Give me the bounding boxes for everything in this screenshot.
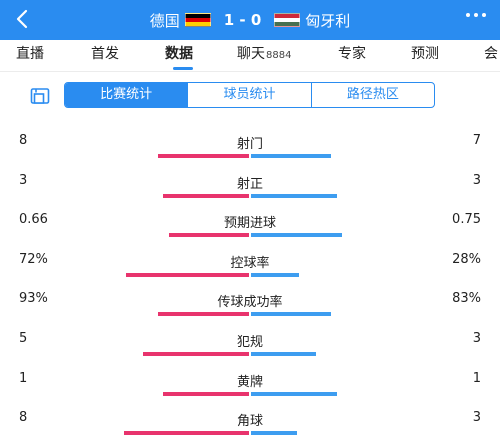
home-stat-value: 8	[19, 410, 28, 426]
tab-lineup[interactable]: 首发	[91, 46, 119, 62]
home-stat-value: 93%	[19, 291, 48, 307]
stat-name: 射正	[236, 176, 263, 192]
away-stat-value: 3	[472, 172, 481, 188]
away-stat-value: 7	[472, 133, 481, 148]
home-stat-bar	[158, 312, 249, 317]
stat-row: 72% 控球率 28%	[0, 252, 500, 282]
home-stat-value: 1	[19, 370, 28, 386]
away-team-name: 匈牙利	[305, 11, 351, 30]
home-stat-bar	[163, 193, 249, 198]
home-stat-bar	[158, 154, 249, 158]
home-stat-bar	[169, 233, 249, 238]
stat-name: 控球率	[230, 255, 270, 271]
home-stat-value: 3	[19, 172, 28, 188]
tab-more[interactable]: 会	[484, 46, 498, 62]
segment-player-stats[interactable]: 球员统计	[188, 83, 312, 107]
tab-bar: 直播 首发 数据 聊天8884 专家 预测 会	[0, 40, 500, 72]
away-stat-bar	[251, 233, 342, 238]
stat-name: 传球成功率	[217, 295, 283, 311]
tab-expert[interactable]: 专家	[338, 46, 366, 62]
back-arrow-icon[interactable]	[10, 6, 36, 32]
hungary-flag-icon	[274, 13, 301, 27]
stat-name: 射门	[236, 137, 263, 152]
stat-name: 角球	[236, 414, 263, 430]
away-stat-bar	[251, 272, 299, 277]
tab-chat[interactable]: 聊天8884	[237, 46, 292, 62]
home-stat-bar	[126, 272, 249, 277]
tab-prediction[interactable]: 预测	[411, 46, 439, 62]
away-stat-bar	[251, 431, 297, 436]
top-bar: 德国 1 - 0 匈牙利	[0, 0, 500, 40]
home-stat-value: 8	[19, 133, 28, 148]
stat-row: 1 黄牌 1	[0, 371, 500, 401]
stats-segmented-control: 比赛统计 球员统计 路径热区	[64, 82, 435, 108]
away-stat-bar	[251, 312, 331, 317]
export-icon[interactable]	[30, 86, 52, 106]
stat-row: 8 角球 3	[0, 410, 500, 440]
away-stat-bar	[251, 154, 331, 158]
stat-name: 犯规	[236, 335, 263, 350]
stat-row: 8 射门 7	[0, 133, 500, 163]
stat-row: 5 犯规 3	[0, 331, 500, 361]
away-stat-value: 3	[472, 331, 481, 346]
more-icon[interactable]	[466, 13, 486, 17]
home-stat-bar	[124, 431, 249, 436]
match-title: 德国 1 - 0 匈牙利	[0, 0, 500, 40]
segment-match-stats[interactable]: 比赛统计	[65, 83, 189, 107]
active-tab-indicator	[173, 67, 193, 70]
away-stat-value: 1	[472, 370, 481, 386]
tab-live[interactable]: 直播	[16, 46, 44, 62]
away-stat-value: 83%	[452, 291, 481, 307]
home-team-name: 德国	[149, 11, 180, 30]
away-stat-bar	[251, 391, 337, 396]
home-stat-bar	[163, 391, 249, 396]
home-stat-value: 72%	[19, 251, 48, 267]
segment-heat-map[interactable]: 路径热区	[346, 87, 399, 102]
tab-data[interactable]: 数据	[165, 46, 193, 62]
away-stat-bar	[251, 193, 337, 198]
away-stat-value: 0.75	[452, 212, 481, 228]
germany-flag-icon	[184, 13, 211, 27]
stat-name: 预期进球	[223, 216, 276, 232]
home-stat-bar	[143, 352, 249, 356]
chat-count: 8884	[266, 50, 292, 61]
away-stat-value: 28%	[452, 251, 481, 267]
stat-row: 93% 传球成功率 83%	[0, 291, 500, 321]
away-stat-bar	[251, 352, 316, 356]
match-score: 1 - 0	[223, 11, 262, 29]
home-stat-value: 5	[19, 331, 28, 346]
stat-row: 3 射正 3	[0, 173, 500, 203]
home-stat-value: 0.66	[19, 212, 48, 228]
away-stat-value: 3	[472, 410, 481, 426]
stat-name: 黄牌	[236, 374, 263, 390]
stat-row: 0.66 预期进球 0.75	[0, 212, 500, 242]
